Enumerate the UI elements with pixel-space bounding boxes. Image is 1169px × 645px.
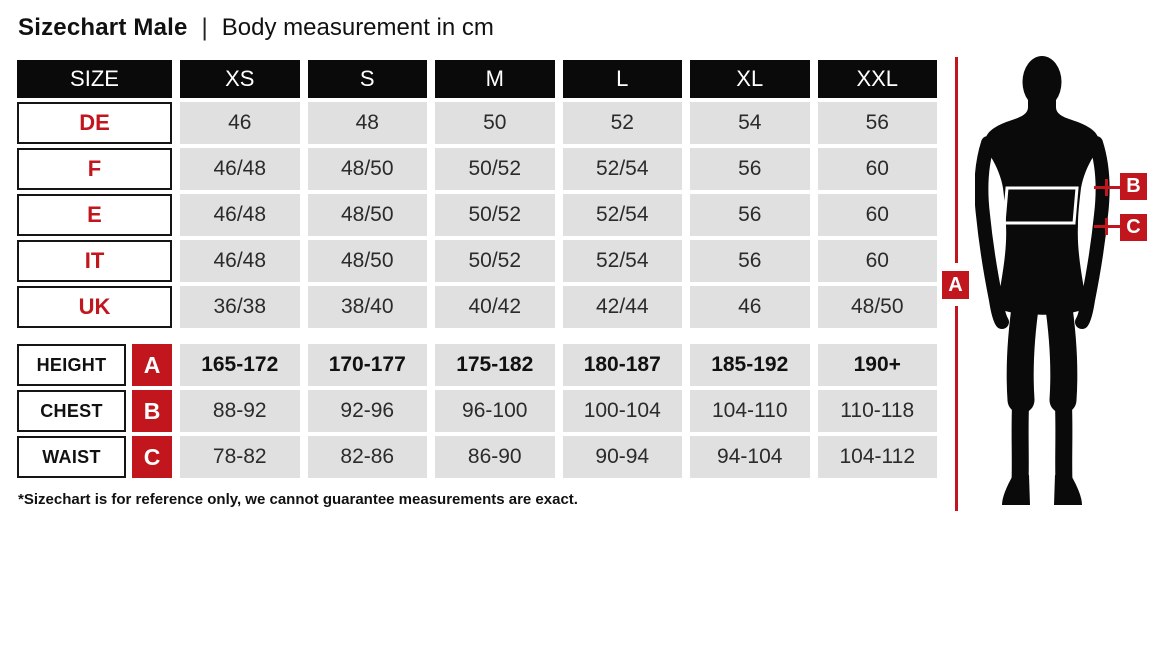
table-cell: 56 bbox=[817, 102, 937, 144]
height-line-bottom bbox=[955, 306, 958, 511]
marker-c-badge: C bbox=[132, 436, 172, 478]
table-cell: 180-187 bbox=[562, 344, 682, 386]
height-line-top bbox=[955, 57, 958, 263]
table-cell: 56 bbox=[690, 240, 810, 282]
chest-line-tick bbox=[1105, 179, 1108, 196]
table-cell: 48/50 bbox=[307, 240, 427, 282]
table-cell: 60 bbox=[817, 194, 937, 236]
footnote: *Sizechart is for reference only, we can… bbox=[18, 491, 578, 508]
size-table: SIZE XS S M L XL XXL DE 46 48 50 52 54 5… bbox=[17, 60, 937, 328]
table-cell: 104-110 bbox=[690, 390, 810, 432]
chest-label: CHEST bbox=[17, 390, 126, 432]
row-label-height: HEIGHT A bbox=[17, 344, 172, 386]
table-cell: 92-96 bbox=[307, 390, 427, 432]
table-cell: 50/52 bbox=[435, 148, 555, 190]
table-cell: 185-192 bbox=[690, 344, 810, 386]
waist-label: WAIST bbox=[17, 436, 126, 478]
table-cell: 88-92 bbox=[180, 390, 300, 432]
table-cell: 170-177 bbox=[307, 344, 427, 386]
table-cell: 52/54 bbox=[562, 240, 682, 282]
row-label-chest: CHEST B bbox=[17, 390, 172, 432]
table-cell: 96-100 bbox=[435, 390, 555, 432]
marker-a-figure: A bbox=[942, 271, 969, 299]
column-header-m: M bbox=[435, 60, 555, 98]
table-cell: 78-82 bbox=[180, 436, 300, 478]
waist-line-tick bbox=[1105, 218, 1108, 235]
table-cell: 38/40 bbox=[307, 286, 427, 328]
marker-a-badge: A bbox=[132, 344, 172, 386]
table-cell: 90-94 bbox=[562, 436, 682, 478]
row-label-de: DE bbox=[17, 102, 172, 144]
table-cell: 60 bbox=[817, 240, 937, 282]
table-cell: 56 bbox=[690, 148, 810, 190]
row-label-e: E bbox=[17, 194, 172, 236]
table-cell: 60 bbox=[817, 148, 937, 190]
table-cell: 42/44 bbox=[562, 286, 682, 328]
table-cell: 190+ bbox=[817, 344, 937, 386]
page-title: Sizechart Male | Body measurement in cm bbox=[18, 13, 494, 42]
body-measurement-table: HEIGHT A 165-172 170-177 175-182 180-187… bbox=[17, 344, 937, 478]
title-separator: | bbox=[201, 13, 208, 42]
table-cell: 56 bbox=[690, 194, 810, 236]
column-header-xl: XL bbox=[690, 60, 810, 98]
table-cell: 86-90 bbox=[435, 436, 555, 478]
table-cell: 175-182 bbox=[435, 344, 555, 386]
height-label: HEIGHT bbox=[17, 344, 126, 386]
row-label-waist: WAIST C bbox=[17, 436, 172, 478]
table-cell: 82-86 bbox=[307, 436, 427, 478]
table-cell: 46 bbox=[180, 102, 300, 144]
row-label-f: F bbox=[17, 148, 172, 190]
table-cell: 52/54 bbox=[562, 148, 682, 190]
marker-c-figure: C bbox=[1120, 214, 1147, 241]
table-cell: 46/48 bbox=[180, 148, 300, 190]
table-cell: 50/52 bbox=[435, 194, 555, 236]
title-main: Sizechart Male bbox=[18, 14, 188, 41]
column-header-xs: XS bbox=[180, 60, 300, 98]
title-subtitle: Body measurement in cm bbox=[221, 14, 494, 41]
table-cell: 46/48 bbox=[180, 194, 300, 236]
table-cell: 110-118 bbox=[817, 390, 937, 432]
marker-b-figure: B bbox=[1120, 173, 1147, 200]
table-cell: 46 bbox=[690, 286, 810, 328]
row-label-it: IT bbox=[17, 240, 172, 282]
table-cell: 52 bbox=[562, 102, 682, 144]
table-cell: 50/52 bbox=[435, 240, 555, 282]
table-cell: 54 bbox=[690, 102, 810, 144]
table-cell: 36/38 bbox=[180, 286, 300, 328]
column-header-s: S bbox=[307, 60, 427, 98]
table-cell: 165-172 bbox=[180, 344, 300, 386]
table-cell: 100-104 bbox=[562, 390, 682, 432]
male-silhouette bbox=[975, 56, 1110, 505]
table-cell: 94-104 bbox=[690, 436, 810, 478]
table-cell: 40/42 bbox=[435, 286, 555, 328]
column-header-l: L bbox=[562, 60, 682, 98]
table-cell: 46/48 bbox=[180, 240, 300, 282]
table-cell: 50 bbox=[435, 102, 555, 144]
measure-band bbox=[1002, 186, 1079, 225]
table-cell: 104-112 bbox=[817, 436, 937, 478]
table-cell: 48/50 bbox=[817, 286, 937, 328]
table-cell: 48/50 bbox=[307, 148, 427, 190]
marker-b-badge: B bbox=[132, 390, 172, 432]
row-label-uk: UK bbox=[17, 286, 172, 328]
column-header-size: SIZE bbox=[17, 60, 172, 98]
table-cell: 48/50 bbox=[307, 194, 427, 236]
column-header-xxl: XXL bbox=[817, 60, 937, 98]
table-cell: 52/54 bbox=[562, 194, 682, 236]
table-cell: 48 bbox=[307, 102, 427, 144]
